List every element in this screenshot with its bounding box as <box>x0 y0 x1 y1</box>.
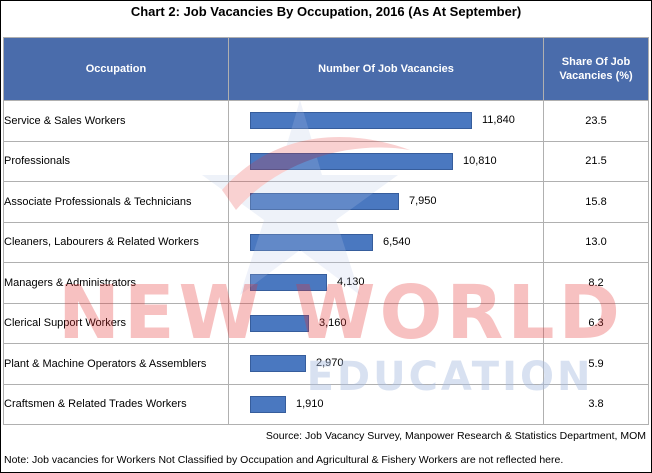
vacancy-bar <box>250 395 286 413</box>
bar-value-label: 4,130 <box>337 276 365 288</box>
share-value: 6.3 <box>543 302 649 344</box>
vacancy-bar <box>250 274 327 291</box>
occupation-label: Managers & Administrators <box>3 262 229 304</box>
occupation-label: Craftsmen & Related Trades Workers <box>3 383 229 425</box>
header-number-of-vacancies: Number Of Job Vacancies <box>228 37 544 101</box>
vacancy-bar <box>250 112 472 129</box>
bar-cell: 3,160 <box>228 302 544 344</box>
occupation-label: Professionals <box>3 140 229 182</box>
chart-title: Chart 2: Job Vacancies By Occupation, 20… <box>130 4 522 19</box>
table-row: Clerical Support Workers 3,160 6.3 <box>3 302 649 344</box>
vacancy-bar <box>250 233 373 251</box>
vacancy-bar <box>250 355 306 372</box>
share-value: 23.5 <box>543 100 649 142</box>
share-value: 21.5 <box>543 140 649 182</box>
bar-cell: 7,950 <box>228 181 544 223</box>
share-value: 8.2 <box>543 262 649 304</box>
share-value: 13.0 <box>543 221 649 263</box>
footnote: Note: Job vacancies for Workers Not Clas… <box>4 454 564 466</box>
bar-value-label: 2,970 <box>316 357 344 369</box>
table-row: Associate Professionals & Technicians 7,9… <box>3 181 649 223</box>
source-note: Source: Job Vacancy Survey, Manpower Res… <box>265 430 646 442</box>
table-row: Managers & Administrators 4,130 8.2 <box>3 262 649 304</box>
vacancy-bar <box>250 152 453 170</box>
occupation-label: Cleaners, Labourers & Related Workers <box>3 221 229 263</box>
bar-cell: 6,540 <box>228 221 544 263</box>
table-row: Craftsmen & Related Trades Workers 1,910 3… <box>3 383 649 425</box>
table-row: Service & Sales Workers 11,840 23.5 <box>3 100 649 142</box>
bar-value-label: 3,160 <box>319 316 347 329</box>
bar-value-label: 10,810 <box>463 154 497 167</box>
bar-cell: 11,840 <box>228 100 544 142</box>
bar-cell: 1,910 <box>228 383 544 425</box>
bar-value-label: 1,910 <box>296 397 324 410</box>
table-row: Cleaners, Labourers & Related Workers 6,5… <box>3 221 649 263</box>
table-header-row: Occupation Number Of Job Vacancies Share… <box>3 37 649 101</box>
occupation-label: Associate Professionals & Technicians <box>3 181 229 223</box>
occupation-label: Service & Sales Workers <box>3 100 229 142</box>
table-row: Plant & Machine Operators & Assemblers 2,… <box>3 343 649 385</box>
vacancy-table: Occupation Number Of Job Vacancies Share… <box>3 37 649 425</box>
header-share: Share Of Job Vacancies (%) <box>543 37 649 101</box>
header-occupation: Occupation <box>3 37 229 101</box>
bar-cell: 10,810 <box>228 140 544 182</box>
occupation-label: Clerical Support Workers <box>3 302 229 344</box>
bar-cell: 2,970 <box>228 343 544 385</box>
bar-cell: 4,130 <box>228 262 544 304</box>
bar-value-label: 6,540 <box>383 235 411 248</box>
table-body: Service & Sales Workers 11,840 23.5 Profess… <box>3 100 649 425</box>
bar-value-label: 11,840 <box>482 114 515 126</box>
occupation-label: Plant & Machine Operators & Assemblers <box>3 343 229 385</box>
vacancy-bar <box>250 314 309 332</box>
share-value: 5.9 <box>543 343 649 385</box>
share-value: 3.8 <box>543 383 649 425</box>
share-value: 15.8 <box>543 181 649 223</box>
bar-value-label: 7,950 <box>409 195 437 207</box>
vacancy-bar <box>250 193 399 210</box>
table-row: Professionals 10,810 21.5 <box>3 140 649 182</box>
